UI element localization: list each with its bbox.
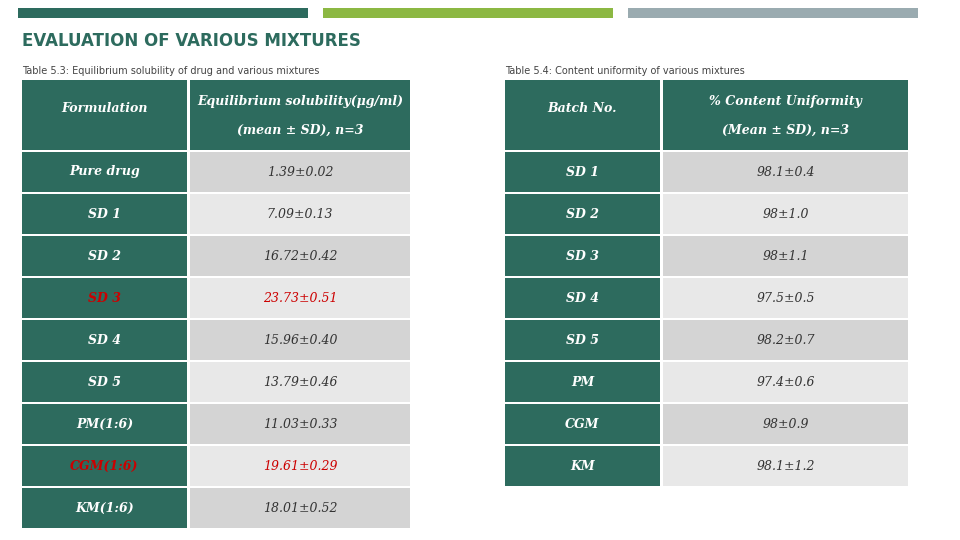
Text: (Mean ± SD), n=3: (Mean ± SD), n=3 [722, 124, 849, 137]
Text: % Content Uniformity: % Content Uniformity [709, 96, 862, 109]
Text: Equilibrium solubility(μg/ml): Equilibrium solubility(μg/ml) [197, 96, 403, 109]
Bar [22, 80, 187, 150]
Text: Table 5.3: Equilibrium solubility of drug and various mixtures: Table 5.3: Equilibrium solubility of dru… [22, 66, 320, 76]
Text: PM: PM [571, 375, 594, 388]
Bar [628, 8, 918, 18]
Bar [22, 236, 187, 276]
Bar [190, 152, 410, 192]
Bar [505, 278, 660, 318]
Text: SD 5: SD 5 [88, 375, 121, 388]
Bar [663, 194, 908, 234]
Text: 11.03±0.33: 11.03±0.33 [263, 417, 337, 430]
Text: EVALUATION OF VARIOUS MIXTURES: EVALUATION OF VARIOUS MIXTURES [22, 32, 361, 50]
Bar [18, 8, 308, 18]
Bar [505, 404, 660, 444]
Bar [505, 194, 660, 234]
Bar [663, 236, 908, 276]
Text: PM(1:6): PM(1:6) [76, 417, 133, 430]
Bar [190, 404, 410, 444]
Text: 18.01±0.52: 18.01±0.52 [263, 502, 337, 515]
Bar [22, 446, 187, 486]
Bar [190, 80, 410, 150]
Bar [505, 152, 660, 192]
Text: SD 4: SD 4 [88, 334, 121, 347]
Text: 98.1±1.2: 98.1±1.2 [756, 460, 815, 472]
Text: 97.4±0.6: 97.4±0.6 [756, 375, 815, 388]
Text: SD 1: SD 1 [566, 165, 599, 179]
Bar [505, 80, 660, 150]
Bar [663, 152, 908, 192]
Text: CGM(1:6): CGM(1:6) [70, 460, 138, 472]
Bar [22, 362, 187, 402]
Bar [22, 152, 187, 192]
Text: 16.72±0.42: 16.72±0.42 [263, 249, 337, 262]
Bar [663, 404, 908, 444]
Text: 19.61±0.29: 19.61±0.29 [263, 460, 337, 472]
Bar [190, 320, 410, 360]
Bar [505, 236, 660, 276]
Bar [190, 362, 410, 402]
Text: KM(1:6): KM(1:6) [75, 502, 133, 515]
Text: SD 2: SD 2 [88, 249, 121, 262]
Bar [22, 404, 187, 444]
Bar [663, 278, 908, 318]
Text: SD 3: SD 3 [566, 249, 599, 262]
Bar [505, 320, 660, 360]
Text: 98.2±0.7: 98.2±0.7 [756, 334, 815, 347]
Text: Batch No.: Batch No. [548, 103, 617, 116]
Bar [190, 446, 410, 486]
Text: 98±1.0: 98±1.0 [762, 207, 808, 220]
Bar [505, 362, 660, 402]
Bar [663, 362, 908, 402]
Text: 98±1.1: 98±1.1 [762, 249, 808, 262]
Bar [663, 446, 908, 486]
Text: SD 2: SD 2 [566, 207, 599, 220]
Bar [190, 236, 410, 276]
Text: CGM: CGM [565, 417, 600, 430]
Text: Pure drug: Pure drug [69, 165, 140, 179]
Text: Table 5.4: Content uniformity of various mixtures: Table 5.4: Content uniformity of various… [505, 66, 745, 76]
Text: SD 1: SD 1 [88, 207, 121, 220]
Bar [190, 278, 410, 318]
Text: 7.09±0.13: 7.09±0.13 [267, 207, 333, 220]
Bar [190, 194, 410, 234]
Bar [22, 278, 187, 318]
Text: 98.1±0.4: 98.1±0.4 [756, 165, 815, 179]
Text: 13.79±0.46: 13.79±0.46 [263, 375, 337, 388]
Text: KM: KM [570, 460, 595, 472]
Bar [505, 446, 660, 486]
Bar [22, 488, 187, 528]
Text: 23.73±0.51: 23.73±0.51 [263, 292, 337, 305]
Text: SD 5: SD 5 [566, 334, 599, 347]
Bar [663, 80, 908, 150]
Text: 15.96±0.40: 15.96±0.40 [263, 334, 337, 347]
Text: Formulation: Formulation [61, 103, 148, 116]
Bar [663, 320, 908, 360]
Text: SD 3: SD 3 [88, 292, 121, 305]
Bar [190, 488, 410, 528]
Text: 1.39±0.02: 1.39±0.02 [267, 165, 333, 179]
Text: 98±0.9: 98±0.9 [762, 417, 808, 430]
Text: 97.5±0.5: 97.5±0.5 [756, 292, 815, 305]
Bar [323, 8, 613, 18]
Bar [22, 320, 187, 360]
Bar [22, 194, 187, 234]
Text: SD 4: SD 4 [566, 292, 599, 305]
Text: (mean ± SD), n=3: (mean ± SD), n=3 [237, 124, 363, 137]
